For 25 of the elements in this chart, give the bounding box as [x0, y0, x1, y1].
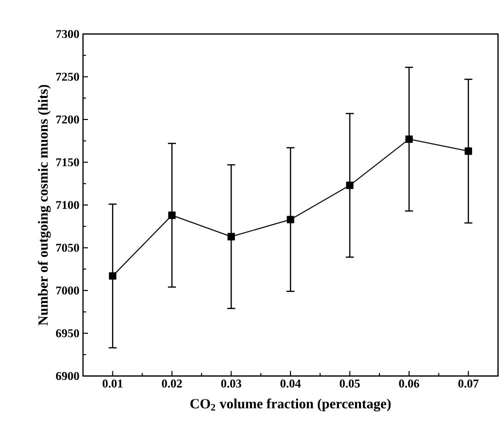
y-tick-label: 6950: [56, 329, 80, 338]
y-tick-label: 6900: [56, 372, 80, 380]
y-tick-label: 7100: [56, 200, 80, 210]
y-tick-label: 7300: [56, 30, 80, 38]
point: [346, 182, 354, 190]
y-tick-label: 7150: [56, 158, 80, 166]
x-tick-label: 0.02: [162, 380, 182, 388]
point: [405, 135, 413, 143]
x-tick-label: 0.01: [102, 380, 122, 388]
x-tick-label: 0.07: [458, 380, 479, 388]
point: [464, 147, 472, 155]
y-tick-label: 7000: [56, 286, 80, 295]
point: [286, 216, 294, 224]
x-tick-label: 0.03: [221, 380, 242, 388]
x-tick-label: 0.06: [399, 380, 420, 388]
y-tick-label: 7250: [56, 72, 80, 81]
x-tick-label: 0.05: [340, 380, 360, 388]
point: [228, 232, 235, 240]
point: [108, 272, 116, 280]
y-axis-title: Number of outgoing cosmic muons (hits): [38, 84, 51, 326]
y-tick-label: 7200: [56, 115, 80, 124]
x-tick-label: 0.04: [280, 380, 301, 388]
y-tick-label: 7050: [56, 244, 80, 252]
point: [168, 212, 176, 219]
x-axis-title: CO$_{2}$ volume fraction (percentage): [190, 398, 391, 412]
